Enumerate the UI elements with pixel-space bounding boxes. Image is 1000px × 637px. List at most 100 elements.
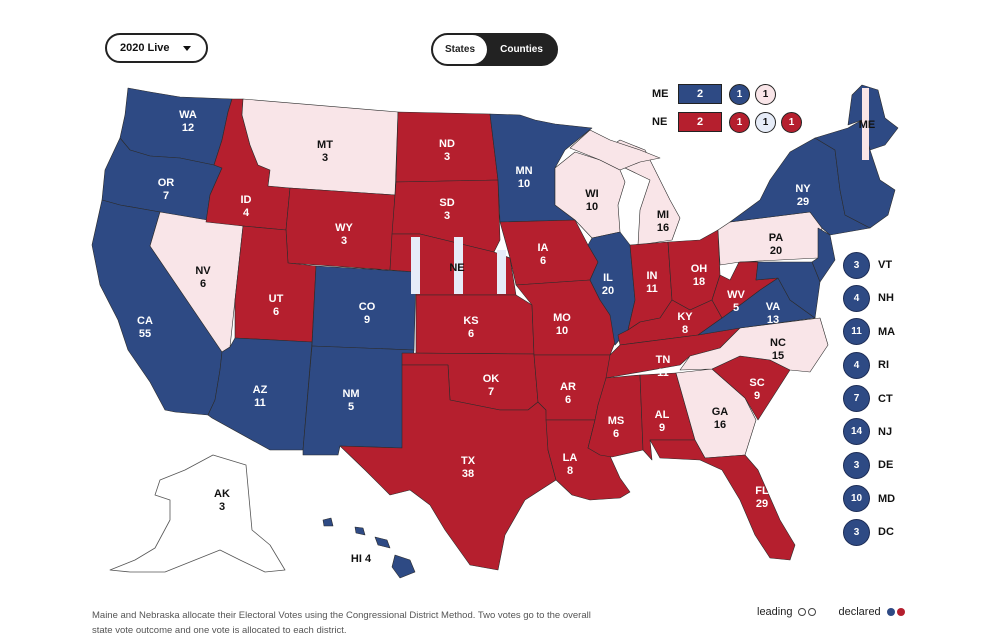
small-state-dc[interactable]: 3 DC bbox=[843, 518, 895, 546]
leading-label: leading bbox=[757, 606, 793, 618]
svg-text:9: 9 bbox=[364, 314, 370, 326]
svg-text:15: 15 bbox=[772, 350, 784, 362]
svg-text:20: 20 bbox=[602, 285, 614, 297]
status-key: leading declared bbox=[757, 606, 905, 618]
state-abbr: CT bbox=[878, 392, 893, 405]
state-wy[interactable] bbox=[285, 187, 396, 271]
svg-text:6: 6 bbox=[273, 306, 279, 318]
svg-text:NC: NC bbox=[770, 337, 786, 349]
declared-rep-dot-icon bbox=[896, 608, 905, 616]
svg-text:CO: CO bbox=[359, 301, 376, 313]
state-md-de[interactable] bbox=[739, 261, 821, 319]
state-mt[interactable] bbox=[241, 98, 399, 196]
svg-text:12: 12 bbox=[182, 122, 194, 134]
toggle-states[interactable]: States bbox=[433, 35, 487, 64]
svg-text:IN: IN bbox=[647, 270, 658, 282]
state-wi[interactable] bbox=[554, 151, 626, 239]
state-mi-up[interactable] bbox=[569, 129, 661, 171]
view-toggle[interactable]: States Counties bbox=[431, 33, 558, 66]
state-abbr: MD bbox=[878, 492, 896, 505]
svg-text:11: 11 bbox=[254, 397, 266, 409]
svg-text:AL: AL bbox=[655, 409, 670, 421]
state-abbr: VT bbox=[878, 259, 893, 271]
svg-text:18: 18 bbox=[693, 276, 705, 288]
svg-text:MS: MS bbox=[608, 415, 625, 427]
svg-text:NY: NY bbox=[795, 183, 811, 195]
svg-text:VA: VA bbox=[766, 301, 781, 313]
svg-text:8: 8 bbox=[682, 324, 688, 336]
state-ia[interactable] bbox=[499, 219, 599, 286]
svg-text:3: 3 bbox=[219, 501, 225, 513]
ev-circle: 4 bbox=[843, 351, 870, 379]
svg-text:9: 9 bbox=[754, 390, 760, 402]
statewide-votes: 2 bbox=[678, 84, 722, 104]
district-2: 1 bbox=[755, 111, 776, 133]
state-nc[interactable] bbox=[679, 317, 829, 373]
svg-text:UT: UT bbox=[269, 293, 284, 305]
svg-text:16: 16 bbox=[657, 222, 669, 234]
small-state-ma[interactable]: 11 MA bbox=[843, 318, 896, 346]
state-mn[interactable] bbox=[489, 113, 593, 223]
svg-text:5: 5 bbox=[348, 401, 354, 413]
svg-text:WY: WY bbox=[335, 222, 353, 234]
small-state-ri[interactable]: 4 RI bbox=[843, 351, 895, 379]
ne-district-stripe[interactable] bbox=[454, 237, 463, 294]
ev-circle: 7 bbox=[843, 385, 870, 413]
district-1: 1 bbox=[729, 111, 750, 133]
small-state-de[interactable]: 3 DE bbox=[843, 451, 895, 479]
state-hi-maui[interactable] bbox=[374, 536, 391, 549]
svg-text:ID: ID bbox=[241, 194, 252, 206]
svg-text:29: 29 bbox=[797, 196, 809, 208]
state-il[interactable] bbox=[587, 231, 636, 346]
split-code: NE bbox=[652, 116, 668, 128]
ne-district-2[interactable] bbox=[411, 237, 420, 294]
state-nm[interactable] bbox=[302, 345, 415, 456]
svg-text:6: 6 bbox=[565, 394, 571, 406]
split-states-legend: ME 2 1 1 NE 2 1 1 1 bbox=[652, 83, 807, 140]
svg-text:6: 6 bbox=[200, 278, 206, 290]
small-states-list: 3 VT 4 NH 11 MA 4 RI 7 CT 14 NJ 3 DE 10 MD 3 DC bbox=[843, 251, 896, 553]
svg-text:OK: OK bbox=[483, 373, 500, 385]
svg-text:10: 10 bbox=[518, 178, 530, 190]
toggle-counties[interactable]: Counties bbox=[500, 44, 543, 55]
ne-district-stripe-east[interactable] bbox=[497, 250, 506, 294]
state-hi-oahu[interactable] bbox=[354, 526, 366, 536]
state-hi-kauai[interactable] bbox=[322, 517, 334, 527]
svg-text:NV: NV bbox=[195, 265, 211, 277]
state-mi[interactable] bbox=[597, 139, 681, 246]
leading-dem-ring-icon bbox=[798, 608, 807, 616]
district-2: 1 bbox=[755, 83, 776, 105]
state-tx[interactable] bbox=[339, 364, 557, 571]
ev-circle: 14 bbox=[843, 418, 870, 446]
svg-text:3: 3 bbox=[341, 235, 347, 247]
small-state-nh[interactable]: 4 NH bbox=[843, 284, 895, 312]
me-district-2[interactable] bbox=[862, 88, 869, 160]
svg-text:AZ: AZ bbox=[253, 384, 268, 396]
state-hi-big[interactable] bbox=[391, 554, 416, 579]
small-state-nj[interactable]: 14 NJ bbox=[843, 418, 895, 446]
state-ak[interactable] bbox=[109, 454, 286, 573]
small-state-vt[interactable]: 3 VT bbox=[843, 251, 895, 279]
svg-text:55: 55 bbox=[139, 328, 151, 340]
small-state-ct[interactable]: 7 CT bbox=[843, 385, 895, 413]
small-state-md[interactable]: 10 MD bbox=[843, 485, 896, 513]
split-row-ne[interactable]: NE 2 1 1 1 bbox=[652, 111, 807, 133]
svg-text:5: 5 bbox=[733, 302, 739, 314]
year-select-dropdown[interactable]: 2020 Live bbox=[105, 33, 208, 63]
svg-text:WI: WI bbox=[585, 188, 598, 200]
svg-text:MO: MO bbox=[553, 312, 571, 324]
district-method-footnote: Maine and Nebraska allocate their Electo… bbox=[92, 610, 591, 636]
state-fl[interactable] bbox=[649, 439, 796, 561]
declared-dem-dot-icon bbox=[886, 608, 895, 616]
svg-text:IA: IA bbox=[538, 242, 549, 254]
svg-text:AK: AK bbox=[214, 488, 230, 500]
svg-text:10: 10 bbox=[556, 325, 568, 337]
state-abbr: DE bbox=[878, 459, 894, 472]
svg-text:11: 11 bbox=[646, 283, 658, 295]
split-row-me[interactable]: ME 2 1 1 bbox=[652, 83, 807, 105]
ev-circle: 3 bbox=[843, 451, 870, 479]
state-abbr: MA bbox=[878, 325, 896, 338]
state-new-england[interactable] bbox=[814, 119, 896, 229]
svg-text:7: 7 bbox=[163, 190, 169, 202]
svg-text:SD: SD bbox=[439, 197, 454, 209]
